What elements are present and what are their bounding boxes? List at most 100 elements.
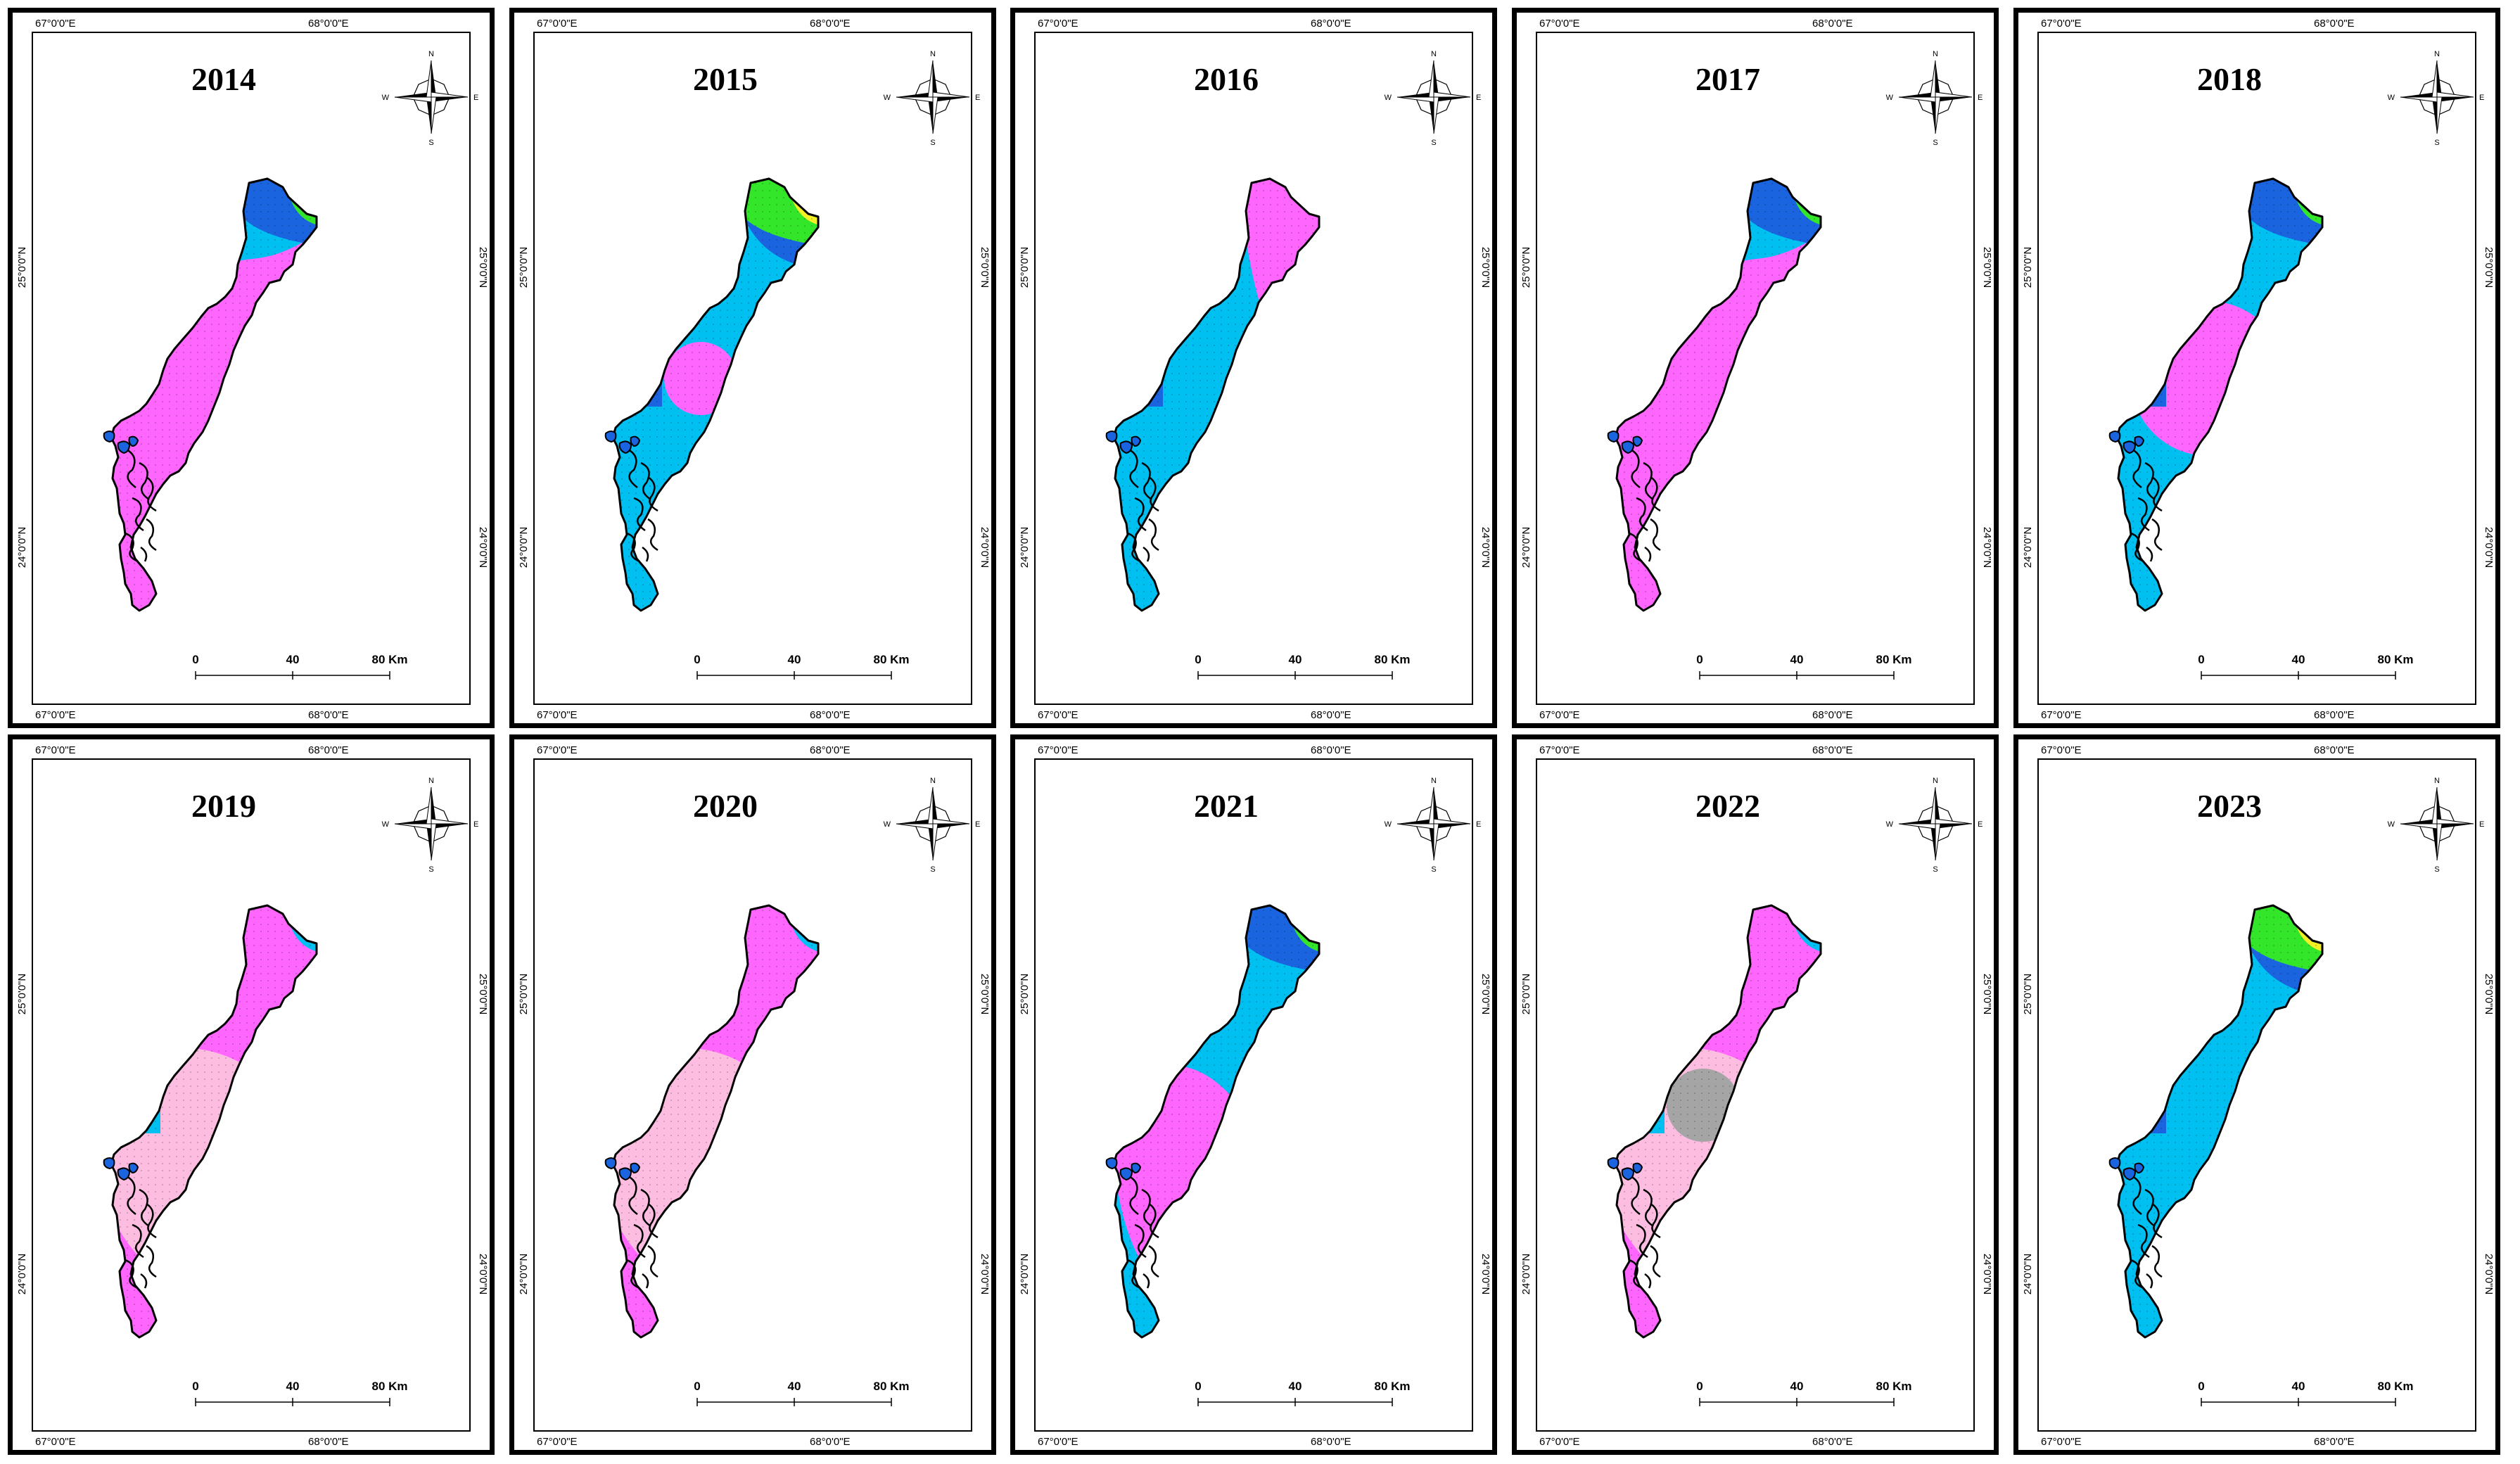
compass-n: N (1933, 50, 1938, 58)
coastline-creek (125, 1259, 139, 1290)
scale-label-0: 0 (694, 1380, 700, 1393)
region-map (103, 904, 318, 1339)
lon-label-bottom-right: 68°0'0"E (2314, 1436, 2355, 1448)
coastline-creek (1127, 447, 1139, 488)
coastline-creek (1650, 476, 1661, 512)
island (2123, 1167, 2137, 1181)
compass-rose-icon: N S E W (2388, 777, 2485, 874)
compass-rose-icon: N S E W (1385, 50, 1482, 147)
island (1131, 435, 1142, 447)
region-outline (611, 904, 820, 1339)
compass-s: S (930, 865, 935, 874)
map-year-title: 2023 (2197, 788, 2262, 824)
lat-label-right-top: 25°0'0"N (2483, 974, 2495, 1014)
compass-n: N (2434, 777, 2440, 785)
compass-w: W (2388, 820, 2395, 829)
compass-s: S (2434, 139, 2439, 147)
coastline-creek (1636, 1223, 1648, 1259)
coastline-creek (1629, 1174, 1641, 1215)
lon-label-bottom-right: 68°0'0"E (308, 1436, 349, 1448)
lat-label-right-top: 25°0'0"N (2483, 247, 2495, 288)
island (1621, 440, 1635, 454)
coastline-creek (2130, 1174, 2142, 1215)
lat-label-right-top: 25°0'0"N (979, 247, 991, 288)
lon-label-top-left: 67°0'0"E (537, 744, 578, 756)
coastline-creek (139, 1188, 150, 1228)
scale-label-80: 80 Km (1876, 653, 1911, 666)
lat-label-left-top: 25°0'0"N (2022, 247, 2034, 288)
coastline-creek (2151, 1202, 2163, 1239)
lon-label-top-left: 67°0'0"E (1038, 18, 1078, 30)
lon-label-top-left: 67°0'0"E (2041, 18, 2082, 30)
compass-e: E (473, 820, 478, 829)
coastline-creek (1127, 1259, 1141, 1290)
lon-label-bottom-left: 67°0'0"E (35, 1436, 76, 1448)
compass-e: E (2479, 820, 2484, 829)
coastline-creek (2146, 1273, 2153, 1289)
region-outline (1614, 177, 1822, 612)
lon-label-bottom-right: 68°0'0"E (1812, 709, 1853, 721)
coastline-creek (125, 1174, 136, 1215)
lat-label-left-top: 25°0'0"N (518, 974, 530, 1014)
map-frame (1536, 758, 1975, 1432)
coastline-creek (642, 546, 649, 562)
scale-label-80: 80 Km (1374, 653, 1410, 666)
coastline-creek (1134, 497, 1147, 532)
compass-n: N (2434, 50, 2440, 58)
lat-label-right-top: 25°0'0"N (477, 974, 489, 1014)
region-outline (1112, 904, 1321, 1339)
map-frame (1536, 32, 1975, 705)
lon-label-bottom-left: 67°0'0"E (2041, 709, 2082, 721)
map-year-title: 2022 (1695, 788, 1760, 824)
compass-w: W (2388, 94, 2395, 102)
region-outline (2115, 904, 2324, 1339)
island (618, 440, 632, 454)
compass-w: W (1385, 820, 1392, 829)
lon-label-bottom-left: 67°0'0"E (35, 709, 76, 721)
coastline-creek (2151, 518, 2163, 552)
compass-n: N (930, 50, 936, 58)
lon-label-top-right: 68°0'0"E (810, 18, 851, 30)
coastline-creek (125, 447, 136, 488)
compass-n: N (1431, 50, 1437, 58)
lat-label-left-top: 25°0'0"N (1019, 974, 1031, 1014)
zone-sky-blue (111, 1077, 160, 1133)
island (1607, 1157, 1619, 1170)
lat-label-left-bottom: 24°0'0"N (518, 1254, 530, 1294)
island (618, 1167, 632, 1181)
scale-bar: 0 40 80 Km (1696, 1380, 1912, 1406)
lat-label-left-bottom: 24°0'0"N (1520, 1254, 1532, 1294)
map-svg: 67°0'0"E 68°0'0"E 67°0'0"E 68°0'0"E 25°0'0"N… (518, 18, 991, 721)
lat-label-left-top: 25°0'0"N (1520, 247, 1532, 288)
island (2108, 1157, 2121, 1170)
coastline-creek (1127, 1174, 1139, 1215)
lat-label-right-bottom: 24°0'0"N (477, 527, 489, 568)
map-year-title: 2015 (693, 61, 758, 97)
compass-e: E (1476, 94, 1481, 102)
lon-label-top-left: 67°0'0"E (537, 18, 578, 30)
scale-label-40: 40 (1790, 653, 1804, 666)
coastline-creek (647, 1245, 658, 1278)
map-svg: 67°0'0"E 68°0'0"E 67°0'0"E 68°0'0"E 25°0'0"N… (1019, 18, 1491, 721)
compass-rose-icon: N S E W (884, 50, 981, 147)
lat-label-right-top: 25°0'0"N (1981, 247, 1993, 288)
scale-label-40: 40 (286, 653, 300, 666)
scale-bar: 0 40 80 Km (1696, 653, 1912, 680)
coastline-creek (132, 497, 144, 532)
zone-blue (1114, 350, 1163, 407)
compass-s: S (1933, 865, 1937, 874)
lon-label-bottom-left: 67°0'0"E (1539, 709, 1580, 721)
coastline-creek (1143, 546, 1150, 562)
lat-label-right-bottom: 24°0'0"N (1479, 1254, 1491, 1294)
coastline-creek (146, 476, 157, 512)
coastline-creek (633, 1223, 646, 1259)
scale-label-80: 80 Km (1374, 1380, 1410, 1393)
lon-label-bottom-right: 68°0'0"E (810, 709, 851, 721)
map-svg: 67°0'0"E 68°0'0"E 67°0'0"E 68°0'0"E 25°0'0"N… (518, 744, 991, 1448)
compass-w: W (382, 820, 390, 829)
scale-bar: 0 40 80 Km (1195, 653, 1411, 680)
compass-w: W (382, 94, 390, 102)
coastline-creek (146, 518, 157, 552)
compass-w: W (884, 94, 891, 102)
scale-label-80: 80 Km (2377, 653, 2413, 666)
